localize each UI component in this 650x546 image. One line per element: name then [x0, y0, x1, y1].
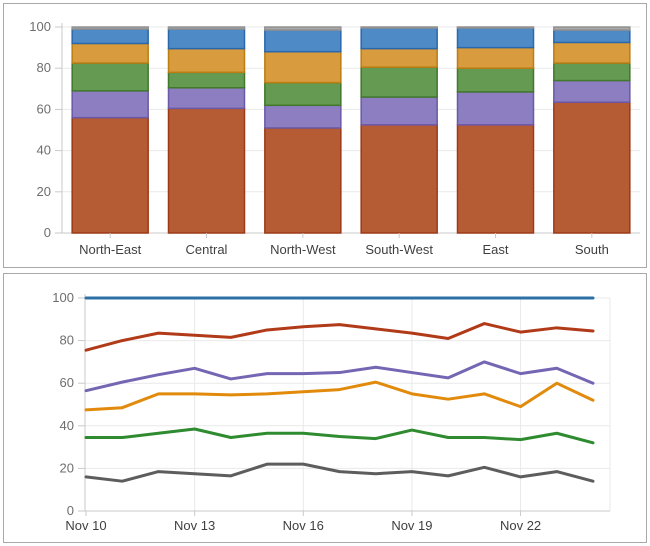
- category-label: North-West: [270, 242, 336, 257]
- bar-segment[interactable]: [360, 47, 438, 68]
- bar-segment[interactable]: [360, 124, 438, 234]
- x-axis-label: Nov 19: [391, 518, 432, 533]
- bar-segment[interactable]: [360, 96, 438, 126]
- bar-segment[interactable]: [456, 27, 535, 49]
- bar-segment[interactable]: [167, 71, 246, 89]
- bar-segment[interactable]: [553, 79, 631, 103]
- bar-segment[interactable]: [167, 107, 246, 234]
- y-axis-label: 40: [60, 418, 74, 433]
- x-axis-label: Nov 13: [174, 518, 215, 533]
- y-axis-label: 100: [29, 19, 51, 34]
- bar-segment[interactable]: [264, 29, 342, 53]
- bar-segment[interactable]: [264, 50, 342, 84]
- bar-segment[interactable]: [167, 28, 246, 50]
- category-label: South: [575, 242, 609, 257]
- bar-segment[interactable]: [360, 66, 438, 98]
- bar-segment[interactable]: [264, 26, 342, 31]
- bar-segment[interactable]: [360, 26, 438, 29]
- line-series[interactable]: [84, 380, 595, 412]
- y-axis-label: 20: [37, 184, 51, 199]
- category-label: Central: [186, 242, 228, 257]
- y-axis-label: 60: [37, 101, 51, 116]
- y-axis-label: 80: [60, 333, 74, 348]
- bar-segment[interactable]: [456, 46, 535, 69]
- category-label: South-West: [365, 242, 433, 257]
- y-axis-label: 0: [44, 225, 51, 240]
- y-axis-label: 80: [37, 60, 51, 75]
- bar-segment[interactable]: [167, 26, 246, 30]
- y-axis-label: 40: [37, 143, 51, 158]
- line-series[interactable]: [84, 462, 595, 483]
- x-axis-label: Nov 22: [500, 518, 541, 533]
- bar-segment[interactable]: [553, 41, 631, 64]
- bar-segment[interactable]: [71, 26, 149, 30]
- bar-segment[interactable]: [456, 124, 535, 234]
- bar-segment[interactable]: [553, 101, 631, 234]
- bar-segment[interactable]: [167, 87, 246, 110]
- y-axis-label: 0: [67, 503, 74, 518]
- y-axis-label: 100: [52, 290, 74, 305]
- category-label: North-East: [79, 242, 142, 257]
- line-chart: 0 20 40 60 80 100 Nov 10 Nov 13 Nov 16 Nov 19 Nov …: [52, 290, 611, 533]
- bar-segment[interactable]: [456, 26, 535, 29]
- bar-segment[interactable]: [71, 62, 149, 92]
- bar-segment[interactable]: [360, 27, 438, 50]
- bar-segment[interactable]: [264, 127, 342, 234]
- y-axis-label: 60: [60, 375, 74, 390]
- bar-segment[interactable]: [71, 116, 149, 234]
- bar-segment[interactable]: [71, 42, 149, 64]
- bar-segment[interactable]: [264, 81, 342, 107]
- x-axis-label: Nov 16: [283, 518, 324, 533]
- bar-segment[interactable]: [71, 28, 149, 45]
- bar-segment[interactable]: [71, 90, 149, 119]
- stacked-bar-chart-panel: 0 20 40 60 80 100 North-East Central North-West S…: [3, 3, 647, 268]
- bar-segment[interactable]: [553, 26, 631, 31]
- line-chart-panel: 0 20 40 60 80 100 Nov 10 Nov 13 Nov 16 Nov 19 Nov …: [3, 273, 647, 543]
- category-label: East: [482, 242, 508, 257]
- bar-segment[interactable]: [553, 62, 631, 82]
- y-axis-label: 20: [60, 460, 74, 475]
- stacked-bar-chart: 0 20 40 60 80 100 North-East Central North-West S…: [29, 19, 640, 257]
- line-series[interactable]: [84, 322, 595, 352]
- bar-segment[interactable]: [264, 104, 342, 129]
- bar-segment[interactable]: [167, 47, 246, 74]
- bar-segment[interactable]: [456, 67, 535, 93]
- x-axis-label: Nov 10: [65, 518, 106, 533]
- line-series[interactable]: [84, 427, 595, 445]
- line-series[interactable]: [84, 360, 595, 393]
- bar-segment[interactable]: [553, 29, 631, 44]
- bar-segment[interactable]: [456, 91, 535, 126]
